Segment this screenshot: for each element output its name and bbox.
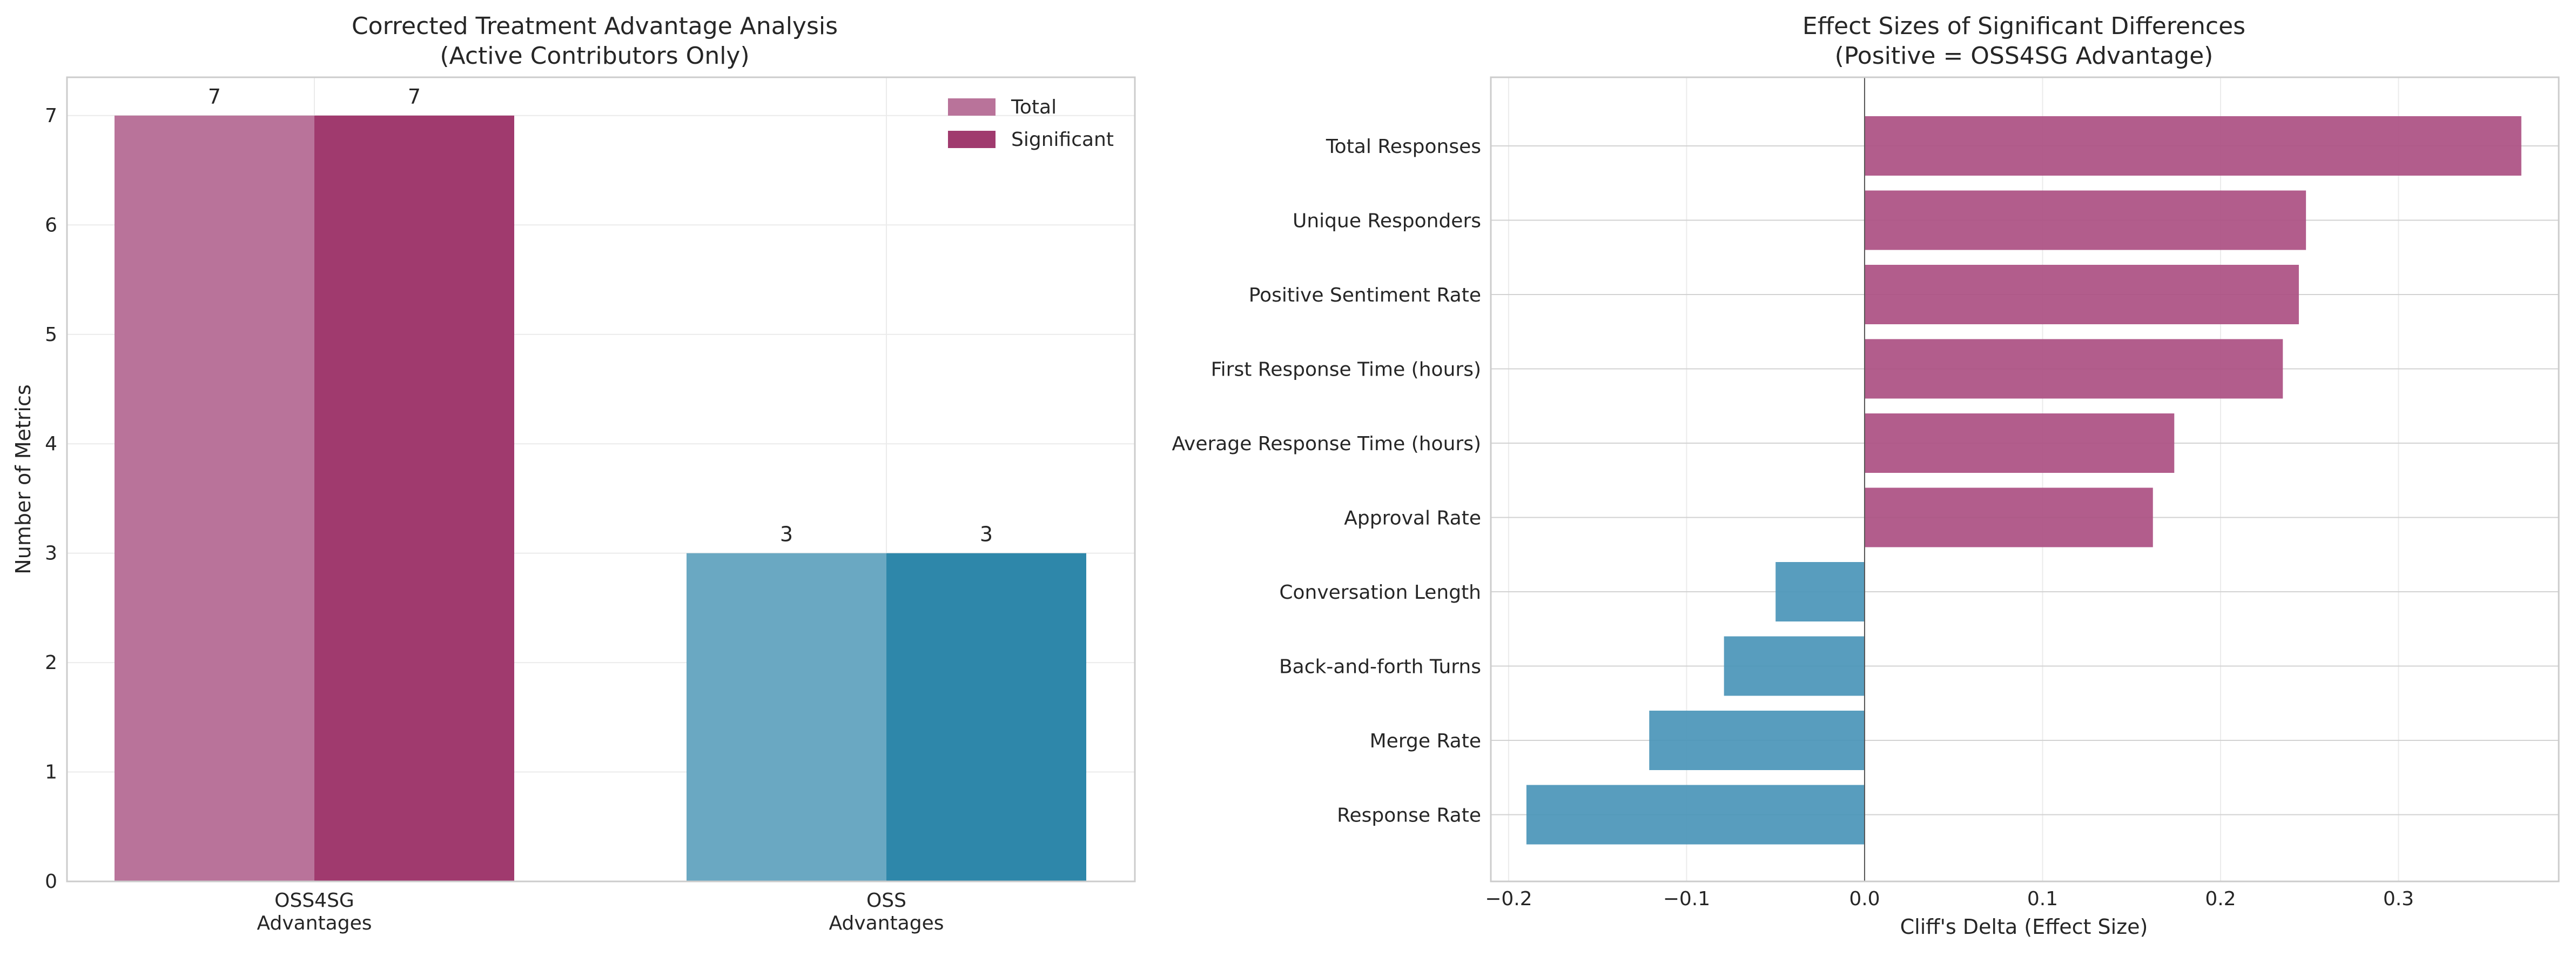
legend-label: Significant [1011, 129, 1114, 151]
chart-title: Effect Sizes of Significant Differences [1802, 12, 2245, 40]
y-tick-label: 6 [45, 214, 57, 236]
bar-effect-size [1864, 487, 2153, 547]
x-tick-label: −0.1 [1663, 888, 1710, 910]
y-tick-label: First Response Time (hours) [1211, 359, 1481, 381]
bar-effect-size [1649, 711, 1865, 770]
data-label: 3 [780, 523, 793, 546]
data-labels: 7 7 3 3 [208, 85, 993, 546]
bar-significant-oss4sg [314, 115, 514, 881]
y-tick-label: 3 [45, 543, 57, 565]
bar-effect-size [1864, 190, 2306, 250]
y-tick-labels: Total Responses Unique Responders Positive… [1172, 136, 1481, 827]
bar-effect-size [1864, 339, 2283, 399]
x-tick-label: 0.3 [2383, 888, 2414, 910]
y-tick-label: 7 [45, 105, 57, 127]
bar-effect-size [1526, 785, 1865, 845]
x-tick-labels: OSS4SG Advantages OSS Advantages [257, 890, 944, 934]
y-tick-label: Conversation Length [1279, 581, 1481, 604]
y-tick-label: Back-and-forth Turns [1279, 656, 1481, 678]
chart-effect-sizes: Effect Sizes of Significant Differences … [1172, 12, 2560, 939]
y-tick-label: 0 [45, 871, 57, 893]
bars [1526, 116, 2521, 845]
data-label: 3 [980, 523, 993, 546]
y-tick-label: Merge Rate [1370, 730, 1481, 752]
y-tick-labels: 0 1 2 3 4 5 6 7 [45, 105, 57, 893]
y-tick-label: 2 [45, 652, 57, 674]
y-tick-label: Total Responses [1326, 136, 1481, 158]
chart-subtitle: (Active Contributors Only) [440, 42, 749, 70]
x-tick-label: OSS Advantages [829, 890, 944, 934]
x-tick-label: 0.1 [2027, 888, 2058, 910]
chart-title: Corrected Treatment Advantage Analysis [352, 12, 838, 40]
legend-swatch [948, 98, 996, 116]
bar-effect-size [1864, 265, 2299, 324]
legend-label: Total [1011, 96, 1057, 118]
legend: Total Significant [948, 96, 1114, 151]
y-tick-label: Average Response Time (hours) [1172, 433, 1481, 455]
y-tick-label: Response Rate [1337, 805, 1481, 827]
y-tick-label: Unique Responders [1293, 210, 1481, 232]
bar-significant-oss [886, 553, 1086, 881]
legend-swatch [948, 131, 996, 148]
y-tick-label: 4 [45, 433, 57, 455]
x-tick-labels: −0.2 −0.1 0.0 0.1 0.2 0.3 [1485, 888, 2414, 910]
bar-total-oss4sg [115, 115, 314, 881]
y-tick-label: 1 [45, 761, 57, 784]
data-label: 7 [408, 85, 421, 109]
plot-frame [66, 76, 1136, 883]
y-axis-label: Number of Metrics [11, 384, 35, 574]
y-tick-label: Positive Sentiment Rate [1249, 284, 1481, 306]
x-axis-label: Cliff's Delta (Effect Size) [1900, 915, 2148, 939]
chart-subtitle: (Positive = OSS4SG Advantage) [1835, 42, 2214, 70]
x-tick-label: 0.0 [1849, 888, 1880, 910]
y-tick-label: Approval Rate [1344, 507, 1481, 530]
x-tick-label: −0.2 [1485, 888, 1532, 910]
bar-effect-size [1864, 413, 2175, 473]
plot-frame [1490, 76, 2560, 883]
x-tick-label: OSS4SG Advantages [257, 890, 372, 934]
data-label: 7 [208, 85, 221, 109]
bar-effect-size [1724, 636, 1865, 696]
bar-effect-size [1775, 562, 1865, 621]
chart-treatment-advantage: Corrected Treatment Advantage Analysis (… [11, 12, 1136, 934]
bar-effect-size [1864, 116, 2521, 176]
y-tick-label: 5 [45, 324, 57, 346]
x-tick-label: 0.2 [2205, 888, 2236, 910]
bar-total-oss [687, 553, 886, 881]
bars [115, 115, 1086, 881]
